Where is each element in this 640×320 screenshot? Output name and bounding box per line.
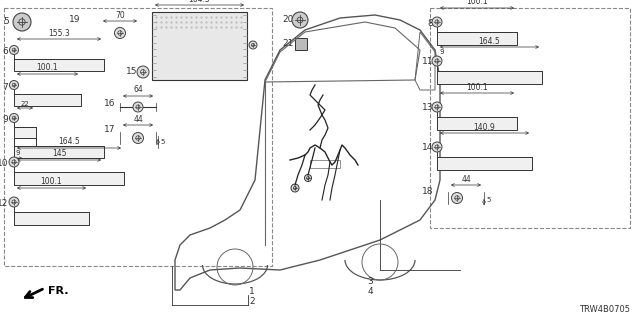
Bar — [295, 38, 307, 50]
Text: 100.1: 100.1 — [466, 83, 488, 92]
Text: 18: 18 — [422, 188, 433, 196]
Text: 145: 145 — [52, 149, 67, 158]
Bar — [152, 12, 247, 80]
Text: 164.5: 164.5 — [189, 0, 211, 4]
Circle shape — [292, 12, 308, 28]
Text: 14: 14 — [422, 143, 433, 153]
Text: 4: 4 — [367, 287, 373, 297]
Circle shape — [432, 142, 442, 152]
Text: 5: 5 — [486, 197, 490, 203]
Circle shape — [10, 114, 19, 123]
Text: 100.1: 100.1 — [41, 178, 62, 187]
Text: 16: 16 — [104, 99, 115, 108]
Text: 1: 1 — [249, 286, 255, 295]
Text: 22: 22 — [20, 100, 29, 107]
Text: 13: 13 — [422, 103, 433, 113]
Circle shape — [10, 45, 19, 54]
Circle shape — [305, 174, 312, 181]
Text: 100.1: 100.1 — [466, 0, 488, 6]
Text: 11: 11 — [422, 58, 433, 67]
Bar — [14, 127, 36, 138]
Circle shape — [132, 132, 143, 143]
Text: 44: 44 — [133, 115, 143, 124]
Text: 12: 12 — [0, 198, 8, 207]
Circle shape — [432, 56, 442, 66]
Bar — [437, 157, 532, 170]
Circle shape — [432, 102, 442, 112]
Text: 5: 5 — [160, 139, 164, 145]
Text: 155.3: 155.3 — [48, 28, 70, 37]
Text: 100.1: 100.1 — [36, 63, 58, 73]
Text: 164.5: 164.5 — [479, 36, 500, 45]
Bar — [437, 32, 517, 45]
Circle shape — [249, 41, 257, 49]
Text: 8: 8 — [428, 19, 433, 28]
Circle shape — [291, 184, 299, 192]
Text: 64: 64 — [133, 85, 143, 94]
Text: 9: 9 — [16, 150, 20, 156]
Circle shape — [13, 13, 31, 31]
Text: FR.: FR. — [48, 286, 68, 296]
Bar — [4, 8, 272, 266]
Text: 2: 2 — [249, 298, 255, 307]
Text: 164.5: 164.5 — [58, 138, 80, 147]
Text: 5: 5 — [3, 18, 9, 27]
Text: 15: 15 — [125, 68, 137, 76]
Circle shape — [133, 102, 143, 112]
Circle shape — [10, 81, 19, 90]
Bar — [310, 160, 340, 168]
Text: 9: 9 — [3, 116, 8, 124]
Text: 9: 9 — [439, 49, 444, 55]
Text: 44: 44 — [461, 174, 471, 183]
Circle shape — [451, 193, 463, 204]
Circle shape — [137, 66, 149, 78]
Text: 3: 3 — [367, 276, 373, 285]
Text: 7: 7 — [3, 83, 8, 92]
Circle shape — [9, 157, 19, 167]
Bar — [437, 71, 542, 84]
Text: 21: 21 — [283, 39, 294, 49]
Text: TRW4B0705: TRW4B0705 — [579, 305, 630, 314]
Text: 20: 20 — [283, 15, 294, 25]
Bar — [437, 117, 517, 130]
Bar — [14, 212, 89, 225]
Bar — [14, 94, 81, 106]
Bar — [14, 172, 124, 185]
Text: 6: 6 — [3, 47, 8, 57]
Text: 17: 17 — [104, 125, 115, 134]
Bar — [14, 146, 104, 158]
Circle shape — [9, 197, 19, 207]
Text: 140.9: 140.9 — [474, 123, 495, 132]
Circle shape — [115, 28, 125, 38]
Circle shape — [432, 17, 442, 27]
Text: 70: 70 — [115, 11, 125, 20]
Text: 10: 10 — [0, 158, 8, 167]
Text: 19: 19 — [68, 15, 80, 25]
Bar — [430, 8, 630, 228]
Bar — [14, 59, 104, 71]
